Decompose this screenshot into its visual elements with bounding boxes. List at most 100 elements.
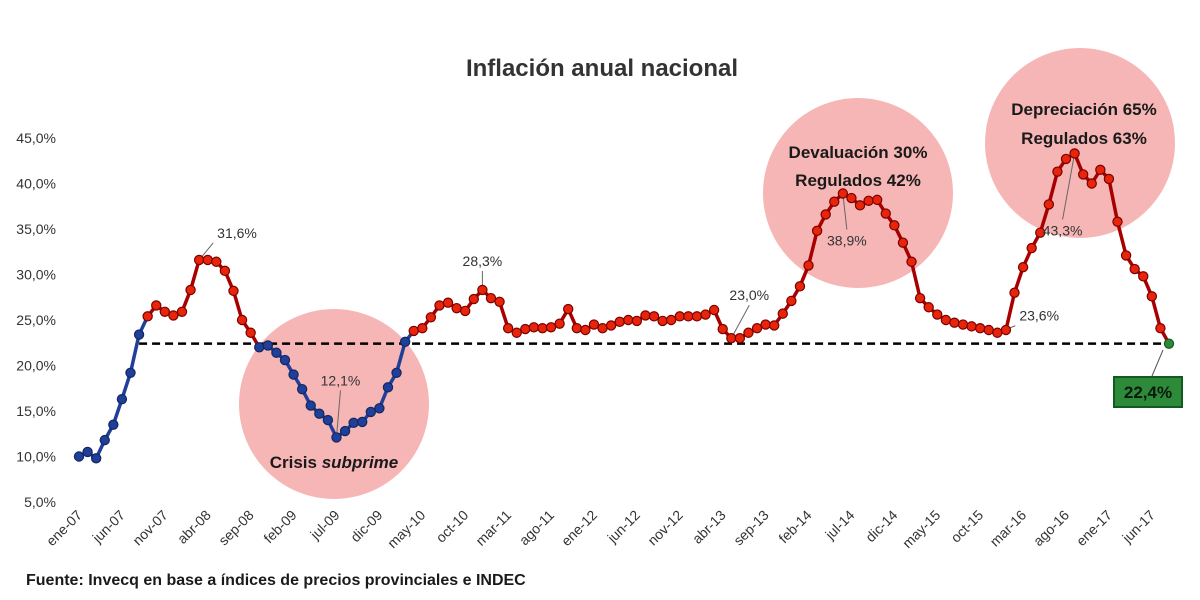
data-point [657, 315, 668, 327]
data-point [751, 322, 763, 334]
devaluation-highlight-circle [763, 98, 953, 288]
data-point [202, 254, 213, 266]
data-point [159, 306, 171, 318]
y-tick-label: 10,0% [16, 449, 56, 465]
data-point [648, 311, 660, 322]
data-point [1138, 271, 1149, 282]
data-point [786, 295, 797, 307]
data-point [777, 308, 788, 319]
data-point [1035, 227, 1046, 238]
data-point [391, 367, 402, 378]
data-point [73, 451, 85, 462]
data-point [520, 323, 531, 335]
data-point [331, 432, 342, 443]
final-label-box [1113, 376, 1183, 408]
data-point [683, 311, 694, 322]
series-line-segment [1115, 219, 1128, 258]
data-point [219, 265, 231, 277]
data-point [897, 237, 909, 248]
data-point [1077, 169, 1089, 180]
data-point [820, 209, 831, 220]
x-tick-label: nov-07 [129, 507, 171, 549]
data-point [468, 293, 480, 305]
data-label: 31,6% [217, 225, 257, 241]
data-point [949, 317, 960, 328]
data-point [932, 309, 943, 320]
data-point [1069, 148, 1080, 159]
data-point [537, 322, 548, 334]
data-label: 23,0% [729, 287, 769, 303]
data-point [889, 220, 900, 231]
data-point [983, 324, 994, 336]
data-point [236, 314, 248, 326]
data-point [545, 322, 557, 333]
y-axis: 5,0% 10,0% 15,0% 20,0% 25,0% 30,0% 35,0% 40,0% 4… [16, 130, 56, 510]
data-point [1000, 324, 1012, 336]
data-point [82, 446, 93, 458]
data-point [1129, 263, 1140, 275]
data-point [1086, 178, 1097, 189]
data-point [168, 310, 179, 321]
data-point [923, 302, 934, 313]
data-label-leader [1062, 153, 1076, 220]
x-axis: ene-07 jun-07 nov-07 abr-08 sep-08 feb-09 jul-… [43, 507, 1158, 551]
x-tick-label: ene-17 [1073, 507, 1115, 549]
data-point [640, 310, 651, 321]
data-point [803, 260, 814, 271]
data-point [228, 285, 239, 297]
data-point [511, 327, 522, 338]
series-line-segment [1004, 290, 1017, 332]
data-point [726, 333, 737, 344]
annotation-depreciation-line2: Regulados 63% [1021, 129, 1147, 148]
data-point [906, 256, 917, 267]
x-tick-label: oct-10 [433, 507, 472, 546]
data-point [631, 315, 643, 327]
series-line-segment [909, 260, 922, 300]
data-point [382, 382, 394, 393]
data-point [90, 453, 102, 464]
data-point [451, 302, 462, 314]
data-point [339, 425, 351, 437]
data-point [940, 314, 952, 326]
data-point [262, 340, 274, 351]
data-point [1155, 322, 1166, 334]
series-line-segment [1150, 294, 1163, 330]
data-point [442, 297, 454, 308]
x-tick-label: ene-07 [43, 507, 85, 549]
data-point [211, 256, 222, 267]
data-point [365, 406, 377, 418]
data-point [399, 336, 411, 348]
data-point [914, 292, 926, 304]
data-point [357, 416, 368, 428]
data-point [571, 322, 582, 334]
data-point [563, 303, 574, 315]
data-point [597, 322, 608, 334]
data-point [151, 300, 162, 311]
chart-title: Inflación anual nacional [466, 55, 738, 82]
data-label: 28,3% [463, 253, 503, 269]
data-point [288, 369, 299, 380]
data-point [966, 321, 977, 332]
data-point [674, 311, 685, 322]
data-point [108, 419, 119, 430]
x-tick-label: dic-09 [347, 507, 385, 545]
data-point [863, 195, 874, 206]
data-point [623, 314, 634, 326]
data-labels: 31,6% 12,1% 28,3% 23,0% 38,9% 23,6% 43,3% [217, 222, 1082, 388]
data-label: 12,1% [321, 372, 361, 388]
x-tick-label: nov-12 [644, 507, 686, 549]
x-tick-label: sep-13 [730, 507, 772, 549]
data-point [768, 320, 780, 331]
annotation-devaluation-line1: Devaluación 30% [789, 143, 928, 162]
data-point [185, 284, 196, 296]
annotation-depreciation-line1: Depreciación 65% [1011, 100, 1157, 119]
series-line-segment [806, 229, 819, 268]
data-point [691, 311, 703, 322]
data-point [176, 306, 188, 318]
series-line-segment [1107, 177, 1120, 224]
data-point [528, 322, 540, 333]
data-label: 23,6% [1019, 308, 1059, 324]
data-point [193, 254, 205, 266]
data-point [614, 316, 625, 328]
